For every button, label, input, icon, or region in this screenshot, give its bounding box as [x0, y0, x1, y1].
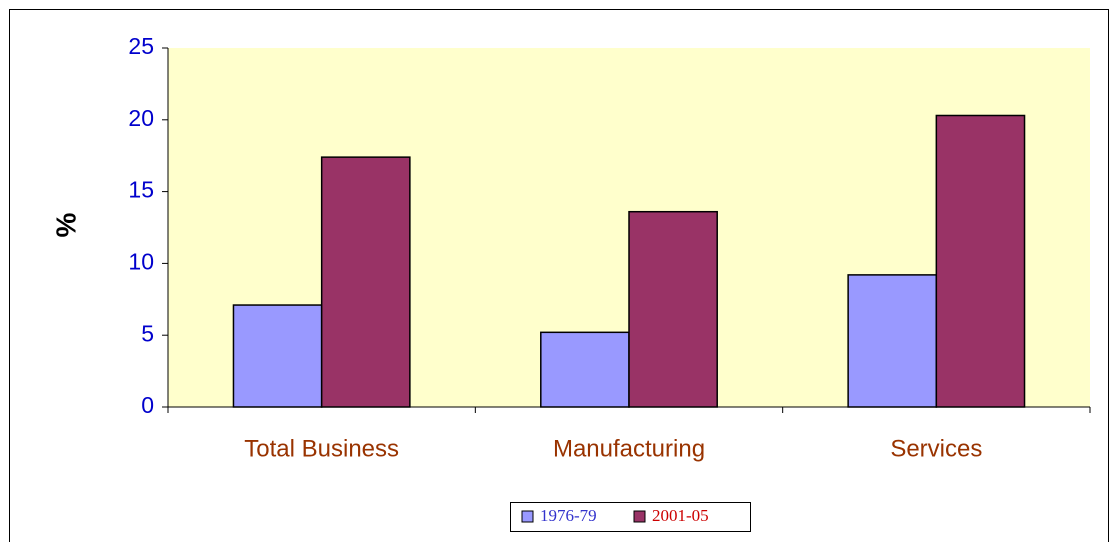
- y-tick-label: 25: [128, 33, 154, 59]
- y-axis-label: %: [50, 212, 81, 237]
- bar: [847, 274, 938, 408]
- bar: [935, 114, 1026, 408]
- x-tick-label: Manufacturing: [553, 435, 705, 462]
- legend-swatch: [633, 510, 646, 523]
- legend-label: 2001-05: [652, 506, 709, 525]
- legend-label: 1976-79: [540, 506, 597, 525]
- x-tick-label: Services: [890, 435, 982, 462]
- legend-box: [510, 502, 751, 532]
- bar: [320, 156, 411, 408]
- bar: [232, 304, 323, 408]
- y-tick-label: 20: [128, 105, 154, 131]
- bar: [628, 210, 718, 408]
- y-tick-label: 10: [128, 248, 154, 274]
- y-tick-label: 15: [128, 177, 154, 203]
- bar: [540, 331, 630, 408]
- x-tick-label: Total Business: [244, 435, 399, 462]
- chart-frame: [9, 9, 1109, 542]
- legend-swatch: [521, 510, 534, 523]
- y-tick-label: 0: [141, 392, 154, 418]
- y-tick-label: 5: [141, 320, 154, 346]
